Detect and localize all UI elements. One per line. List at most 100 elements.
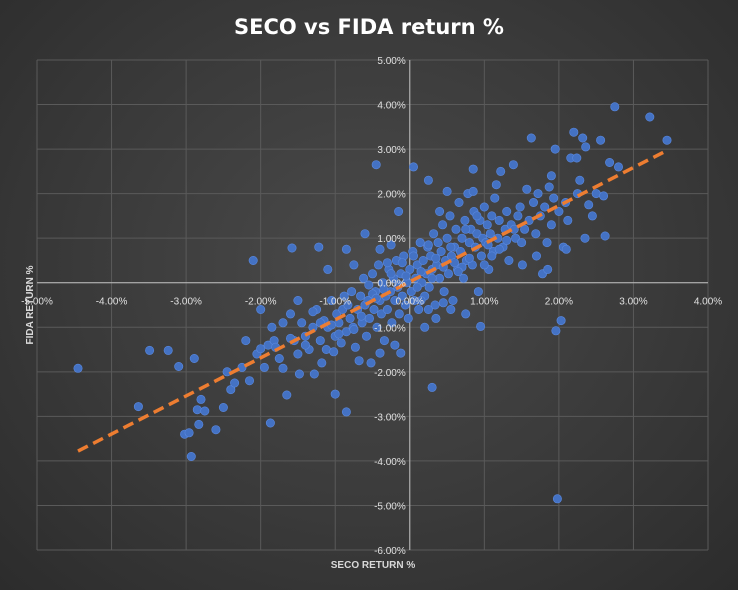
data-point bbox=[490, 193, 500, 203]
y-axis-label: FIDA RETURN % bbox=[25, 265, 36, 344]
data-point bbox=[394, 207, 404, 217]
data-point bbox=[356, 291, 366, 301]
y-tick-label: 3.00% bbox=[377, 145, 405, 156]
data-point bbox=[241, 336, 251, 346]
data-point bbox=[446, 304, 456, 314]
data-point bbox=[397, 258, 407, 268]
data-point bbox=[366, 358, 376, 368]
data-point bbox=[186, 451, 196, 461]
x-tick-label: -1.00% bbox=[319, 297, 351, 308]
data-point bbox=[605, 158, 615, 168]
data-point bbox=[473, 287, 483, 297]
data-point bbox=[414, 304, 424, 314]
data-point bbox=[531, 229, 541, 239]
data-point bbox=[468, 164, 478, 174]
data-point bbox=[485, 229, 495, 239]
data-point bbox=[491, 180, 501, 190]
data-point bbox=[293, 295, 303, 305]
data-point bbox=[494, 244, 504, 254]
data-point bbox=[361, 331, 371, 341]
data-point bbox=[454, 198, 464, 208]
data-point bbox=[427, 273, 437, 283]
data-point bbox=[464, 253, 474, 263]
data-point bbox=[427, 382, 437, 392]
y-tick-label: -1.00% bbox=[374, 323, 406, 334]
data-point bbox=[504, 255, 514, 265]
axes bbox=[37, 60, 708, 550]
data-point bbox=[531, 251, 541, 261]
data-point bbox=[415, 238, 425, 248]
x-tick-label: 2.00% bbox=[545, 297, 573, 308]
data-point bbox=[436, 247, 446, 257]
data-point bbox=[596, 135, 606, 145]
data-point bbox=[439, 287, 449, 297]
x-tick-label: -5.00% bbox=[21, 297, 53, 308]
data-point bbox=[412, 282, 422, 292]
data-point bbox=[278, 318, 288, 328]
data-point bbox=[435, 207, 445, 217]
data-point bbox=[461, 224, 471, 234]
data-point bbox=[382, 304, 392, 314]
data-point bbox=[540, 202, 550, 212]
data-point bbox=[662, 135, 672, 145]
data-point bbox=[551, 326, 561, 336]
data-point bbox=[494, 215, 504, 225]
data-point bbox=[443, 269, 453, 279]
data-point bbox=[375, 348, 385, 358]
data-point bbox=[245, 376, 255, 386]
data-point bbox=[613, 162, 623, 172]
x-tick-label: 3.00% bbox=[619, 297, 647, 308]
data-point bbox=[458, 273, 468, 283]
data-point bbox=[265, 418, 275, 428]
data-point bbox=[278, 363, 288, 373]
data-point bbox=[211, 425, 221, 435]
data-point bbox=[194, 419, 204, 429]
data-point bbox=[345, 313, 355, 323]
data-point bbox=[476, 251, 486, 261]
y-tick-label: -6.00% bbox=[374, 546, 406, 557]
data-point bbox=[502, 207, 512, 217]
data-point bbox=[350, 342, 360, 352]
data-point bbox=[321, 344, 331, 354]
data-point bbox=[580, 233, 590, 243]
data-point bbox=[448, 295, 458, 305]
y-tick-label: -2.00% bbox=[374, 368, 406, 379]
data-point bbox=[526, 133, 536, 143]
data-point bbox=[472, 211, 482, 221]
data-point bbox=[528, 198, 538, 208]
data-point bbox=[373, 260, 383, 270]
y-tick-label: 1.00% bbox=[377, 234, 405, 245]
data-point bbox=[550, 144, 560, 154]
data-point bbox=[451, 224, 461, 234]
trendline bbox=[77, 148, 668, 453]
data-point bbox=[364, 313, 374, 323]
data-point bbox=[645, 112, 655, 122]
data-point bbox=[511, 233, 521, 243]
data-point bbox=[533, 189, 543, 199]
data-point bbox=[457, 233, 467, 243]
data-point bbox=[282, 390, 292, 400]
data-point bbox=[400, 300, 410, 310]
data-point bbox=[73, 363, 83, 373]
data-point bbox=[386, 269, 396, 279]
data-point bbox=[569, 127, 579, 137]
x-tick-label: 4.00% bbox=[694, 297, 722, 308]
data-point bbox=[372, 322, 382, 332]
data-point bbox=[184, 428, 194, 438]
data-point bbox=[508, 160, 518, 170]
data-point bbox=[487, 251, 497, 261]
data-point bbox=[476, 321, 486, 331]
data-point bbox=[423, 304, 433, 314]
data-point bbox=[520, 224, 530, 234]
data-point bbox=[561, 244, 571, 254]
data-point bbox=[390, 340, 400, 350]
data-point bbox=[403, 313, 413, 323]
data-point bbox=[446, 242, 456, 252]
data-point bbox=[438, 220, 448, 230]
data-point bbox=[517, 238, 527, 248]
y-tick-label: -5.00% bbox=[374, 501, 406, 512]
data-point bbox=[315, 336, 325, 346]
data-point bbox=[420, 322, 430, 332]
data-point bbox=[464, 238, 474, 248]
